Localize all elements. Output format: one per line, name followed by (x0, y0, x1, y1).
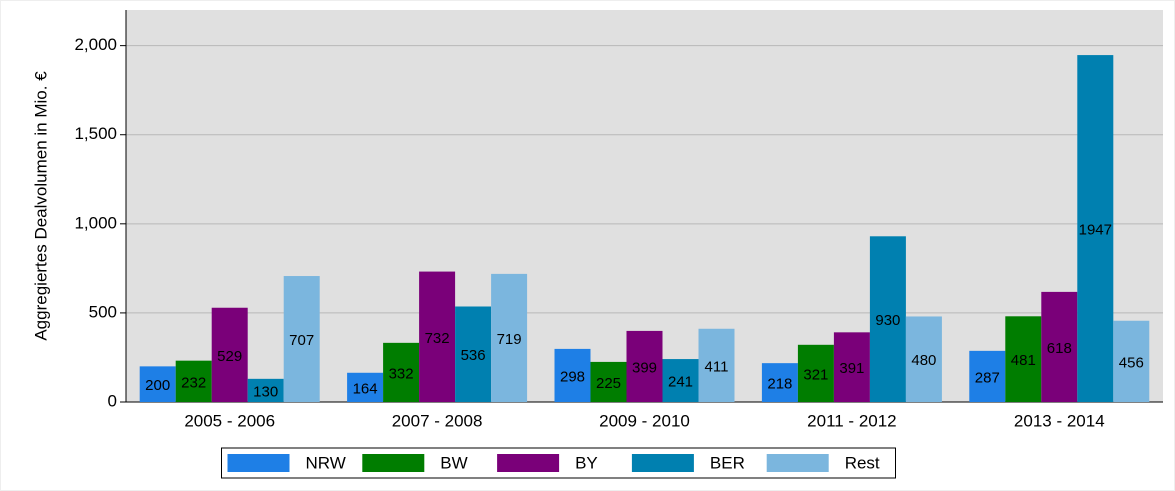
y-tick-label: 500 (89, 302, 117, 321)
bar (833, 332, 870, 402)
data-label: 732 (425, 330, 450, 347)
bar (247, 378, 284, 402)
data-label: 930 (875, 312, 900, 329)
y-tick-label: 1,500 (74, 124, 117, 143)
data-label: 321 (803, 366, 828, 383)
data-label: 480 (911, 352, 936, 369)
legend-label: NRW (306, 453, 346, 472)
legend-label: Rest (845, 453, 880, 472)
x-tick-label: 2013 - 2014 (1014, 411, 1105, 430)
legend-label: BER (710, 453, 745, 472)
bar (347, 372, 384, 402)
bar (383, 342, 420, 402)
legend-swatch (766, 454, 829, 472)
bar (698, 328, 735, 402)
bar (211, 307, 248, 402)
legend-swatch (227, 454, 290, 472)
data-label: 411 (705, 358, 729, 375)
bar (590, 361, 627, 402)
y-axis-title: Aggregiertes Dealvolumen in Mio. € (31, 71, 50, 341)
y-tick-label: 0 (108, 391, 117, 410)
x-tick-label: 2007 - 2008 (392, 411, 483, 430)
data-label: 298 (560, 368, 585, 385)
data-label: 719 (497, 331, 522, 348)
x-tick-label: 2005 - 2006 (184, 411, 275, 430)
x-tick-label: 2009 - 2010 (599, 411, 690, 430)
data-label: 200 (145, 377, 170, 394)
data-label: 1947 (1079, 222, 1112, 239)
y-tick-label: 2,000 (74, 35, 117, 54)
y-tick-label: 1,000 (74, 213, 117, 232)
data-label: 529 (217, 348, 242, 365)
bar (626, 330, 663, 402)
bar (283, 276, 320, 402)
data-label: 618 (1047, 340, 1072, 357)
data-label: 232 (181, 374, 206, 391)
bar (969, 350, 1006, 402)
bar (175, 360, 212, 402)
data-label: 332 (389, 365, 414, 382)
data-label: 218 (767, 376, 792, 393)
data-label: 241 (668, 373, 693, 390)
data-label: 130 (253, 383, 278, 400)
bar (869, 236, 906, 402)
bar (662, 359, 699, 402)
bar (1005, 316, 1042, 402)
legend-swatch (362, 454, 425, 472)
bar (1113, 320, 1150, 402)
legend-label: BY (575, 453, 598, 472)
bar (905, 316, 942, 402)
legend-label: BW (440, 453, 467, 472)
data-label: 481 (1011, 352, 1036, 369)
data-label: 391 (839, 360, 864, 377)
data-label: 399 (632, 359, 657, 376)
data-label: 164 (353, 380, 378, 397)
bar (455, 306, 492, 402)
data-label: 287 (975, 369, 1000, 386)
bar (1041, 291, 1078, 402)
x-tick-label: 2011 - 2012 (807, 411, 896, 430)
bar (491, 273, 528, 402)
data-label: 536 (461, 347, 486, 364)
legend-swatch (631, 454, 694, 472)
bar (797, 344, 834, 402)
bar (1077, 55, 1114, 403)
bar (554, 348, 591, 402)
legend-swatch (497, 454, 560, 472)
bar (419, 271, 456, 402)
data-label: 225 (596, 375, 621, 392)
data-label: 456 (1119, 354, 1144, 371)
bar (139, 366, 176, 402)
bar (761, 363, 798, 402)
data-label: 707 (289, 332, 314, 349)
